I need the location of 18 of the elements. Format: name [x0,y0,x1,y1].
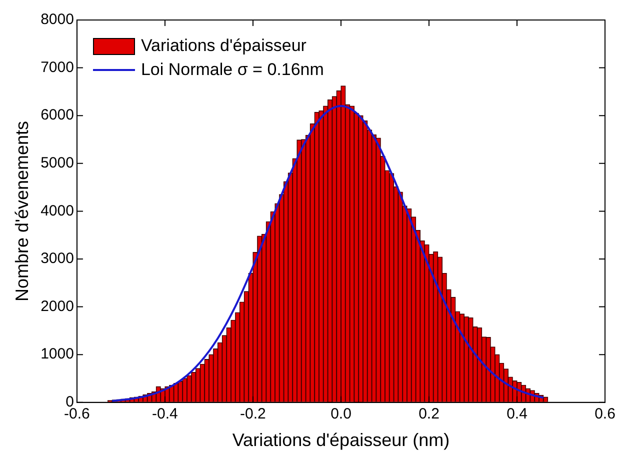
y-tick-label: 5000 [40,154,74,172]
y-tick-label: 1000 [40,346,74,363]
x-tick-label: 0.2 [418,406,440,423]
y-tick-label: 2000 [40,298,74,315]
x-tick-label: 0.4 [506,406,528,423]
legend-label: Variations d'épaisseur [140,35,306,57]
y-tick-label: 6000 [40,106,74,124]
y-tick-label: 3000 [40,250,74,268]
text: -0.4 [152,406,178,423]
y-tick-label: 7000 [40,58,74,76]
x-tick-label: 0.6 [594,406,616,423]
x-tick-label: 0.0 [330,406,352,423]
legend-label: Loi Normale σ = 0.16nm [140,59,324,81]
y-tick-label: 8000 [40,11,74,28]
text: -0.2 [240,406,266,423]
x-axis-title: Variations d'épaisseur (nm) [232,430,450,450]
y-tick-label: 4000 [40,202,74,220]
y-axis-title: Nombre d'évenements [12,120,32,302]
